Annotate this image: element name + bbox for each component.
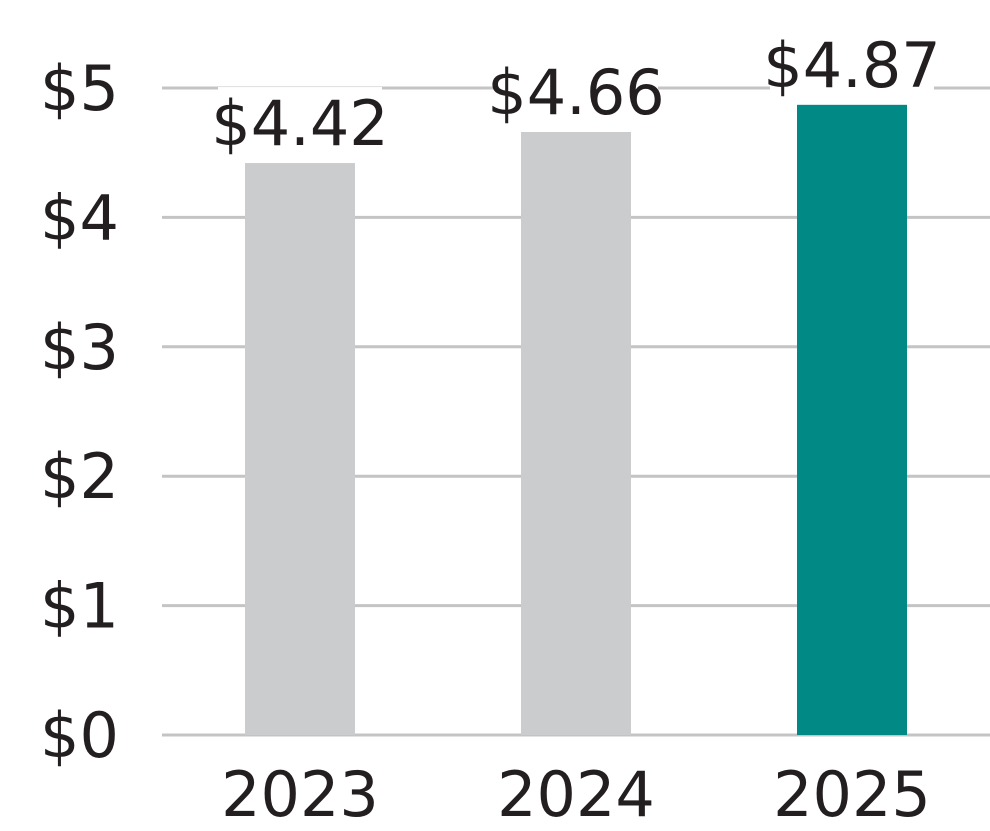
data-label: $4.87: [763, 29, 941, 102]
x-category-label: 2024: [497, 758, 655, 831]
y-axis-tick-labels: $0 $1 $2 $3 $4 $5: [40, 52, 119, 772]
y-tick-label: $0: [40, 699, 119, 772]
y-tick-label: $1: [40, 570, 119, 643]
bar-2024: [521, 131, 631, 736]
bars: [245, 104, 907, 736]
data-label-background: [770, 28, 934, 93]
x-axis-category-labels: 2023 2024 2025: [221, 758, 931, 831]
y-tick-label: $3: [40, 311, 119, 384]
bar-2025: [797, 104, 907, 735]
x-category-label: 2023: [221, 758, 379, 831]
data-label-background: [494, 55, 658, 120]
y-tick-label: $4: [40, 181, 119, 254]
data-label: $4.66: [487, 56, 665, 129]
data-labels: $4.42 $4.66 $4.87: [211, 29, 941, 160]
data-label-background: [218, 87, 382, 152]
y-tick-label: $2: [40, 440, 119, 513]
data-label: $4.42: [211, 87, 389, 160]
bar-2023: [245, 163, 355, 735]
y-tick-label: $5: [40, 52, 119, 125]
x-category-label: 2025: [773, 758, 931, 831]
